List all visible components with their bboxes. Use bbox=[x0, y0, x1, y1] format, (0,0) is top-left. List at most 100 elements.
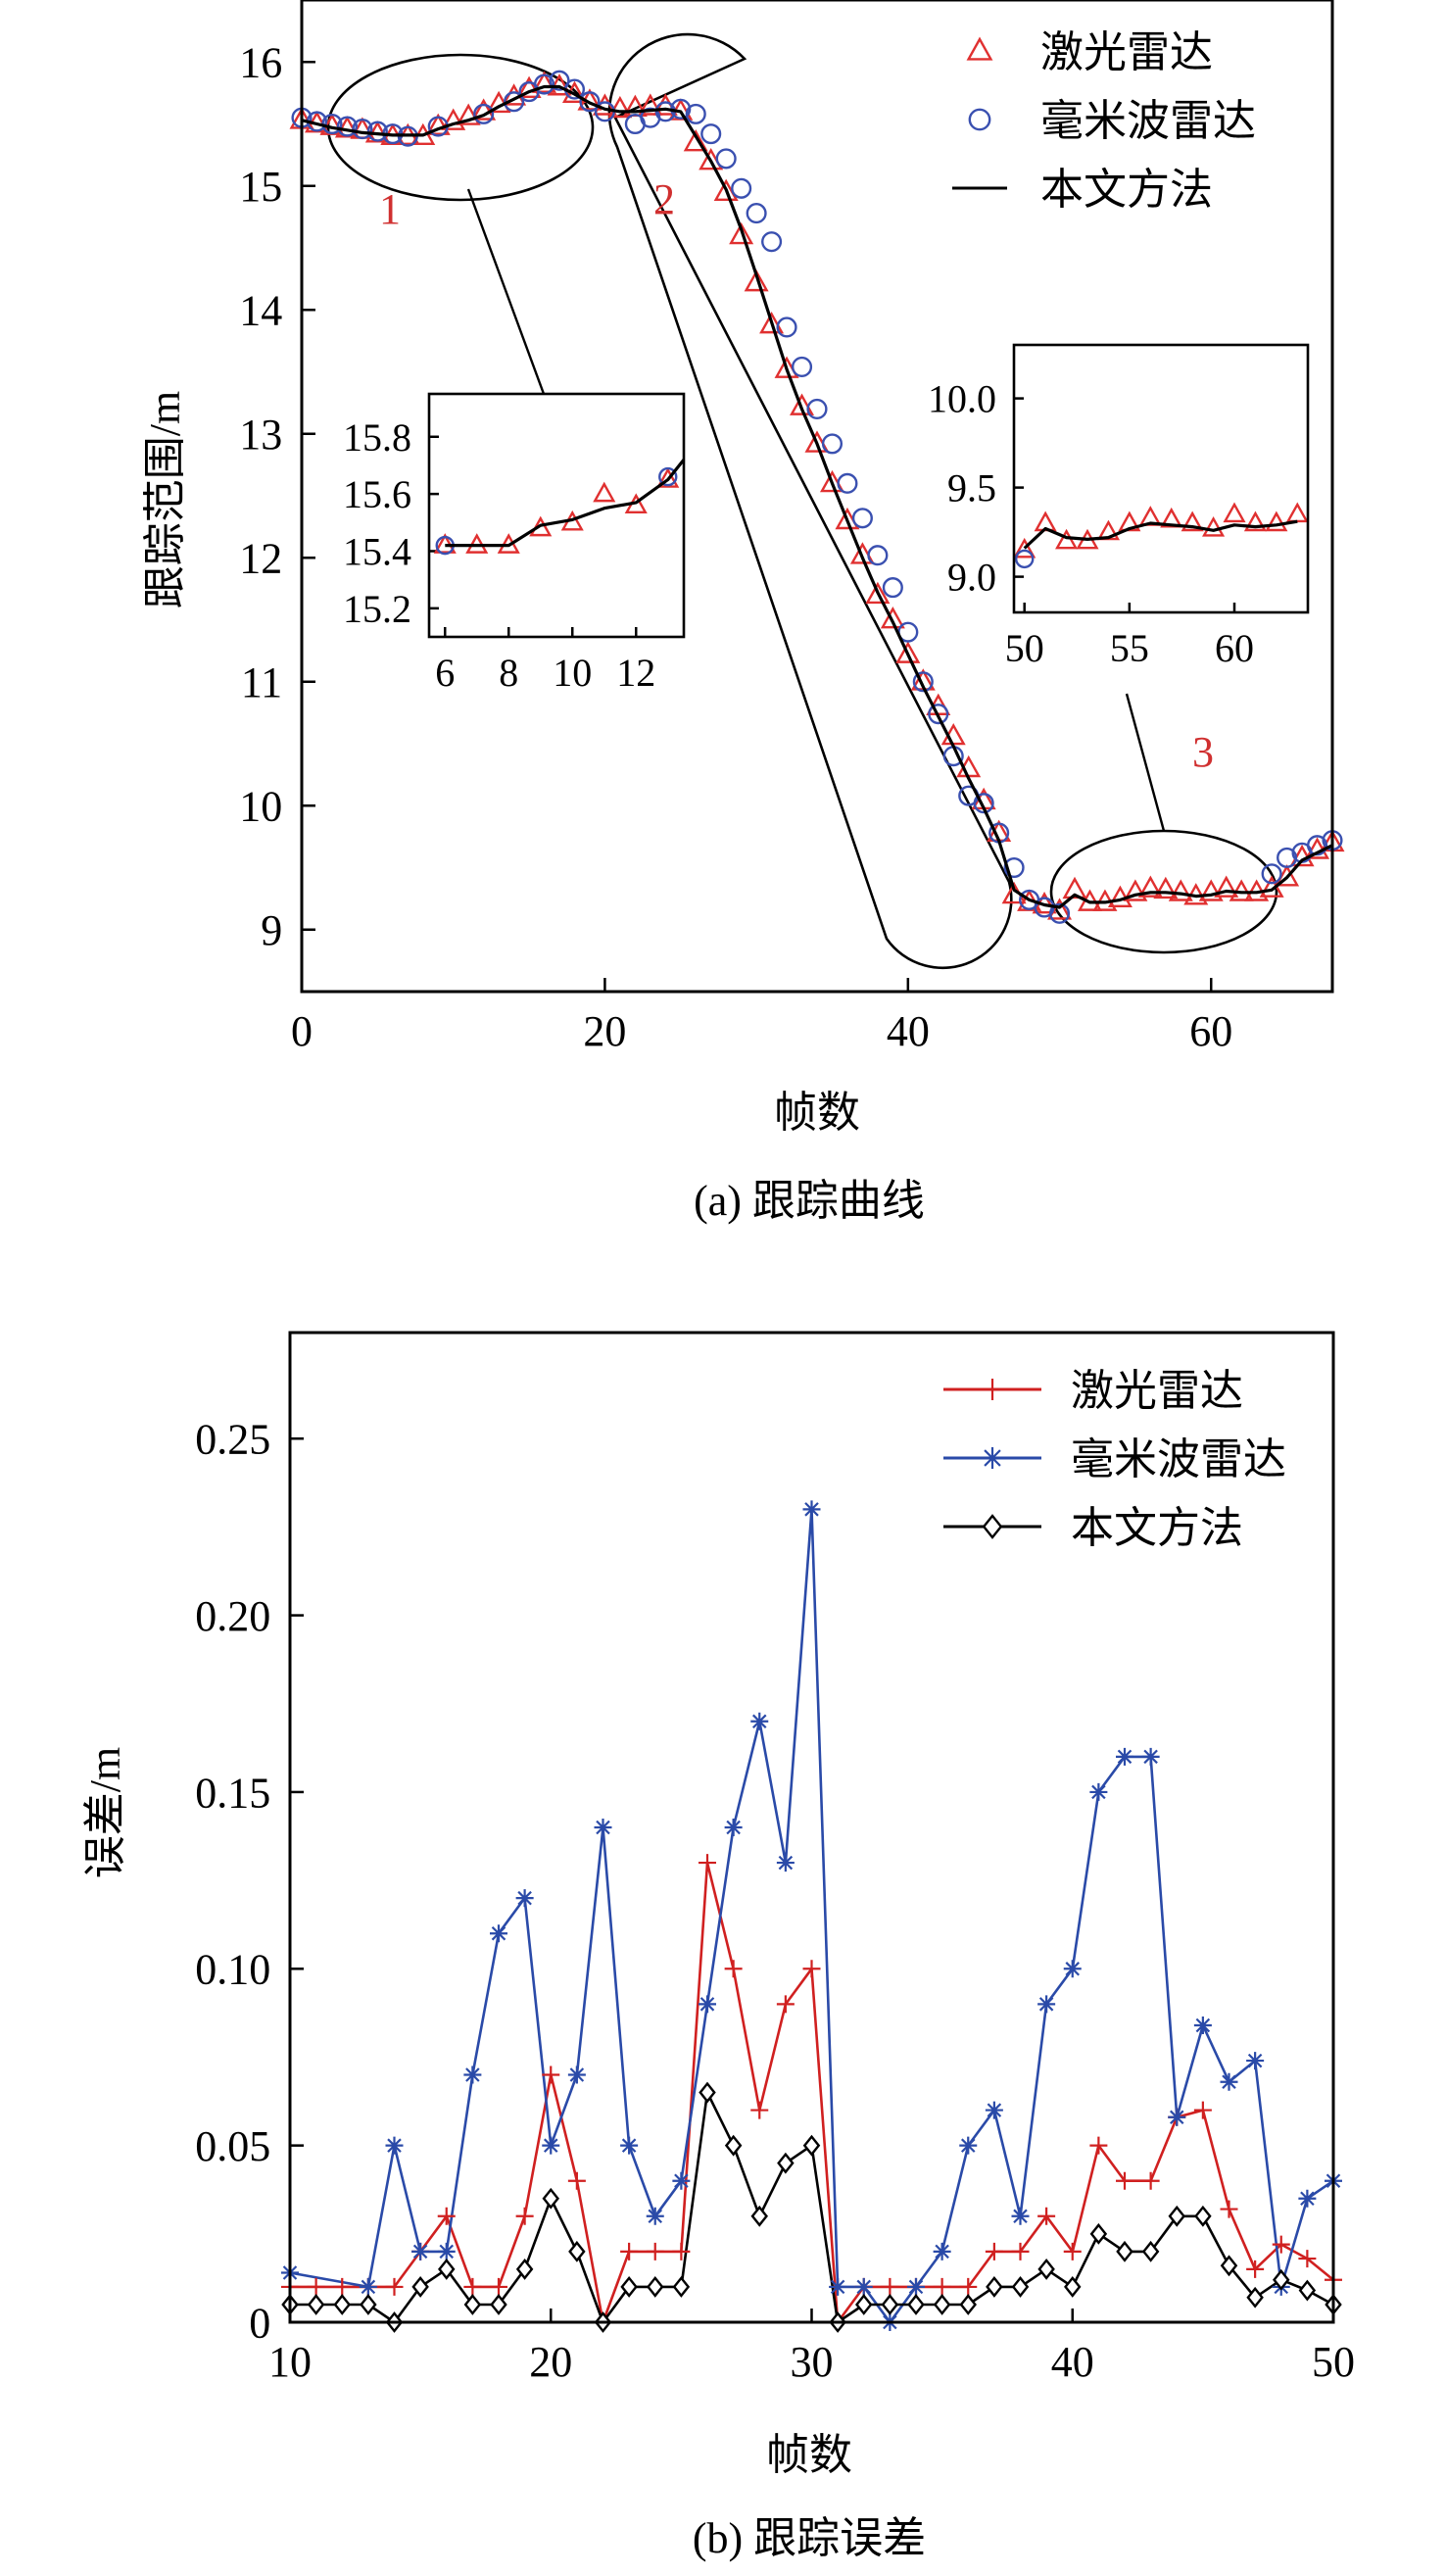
data-point-激光雷达 bbox=[515, 2207, 534, 2225]
data-point-毫米波雷达 bbox=[594, 1819, 612, 1836]
chart-b-y-tick-label: 0.15 bbox=[195, 1769, 270, 1817]
data-point-激光雷达 bbox=[516, 75, 542, 98]
data-point-毫米波雷达 bbox=[882, 577, 903, 599]
data-point-本文方法 bbox=[855, 2294, 873, 2315]
data-point-本文方法 bbox=[1194, 2205, 1212, 2227]
chart-b-y-tick-label: 0.05 bbox=[195, 2122, 270, 2170]
inset-data-point bbox=[658, 466, 678, 487]
data-point-激光雷达 bbox=[1193, 2101, 1212, 2119]
inset-3-y-tick-label: 9.5 bbox=[947, 466, 996, 510]
region-label-2: 2 bbox=[653, 175, 675, 223]
inset-data-point bbox=[1265, 510, 1288, 532]
inset-data-point bbox=[593, 481, 616, 503]
inset-frame bbox=[1012, 343, 1310, 614]
data-point-毫米波雷达 bbox=[791, 356, 813, 377]
region-2-capsule bbox=[607, 32, 1013, 970]
data-point-毫米波雷达 bbox=[867, 545, 889, 566]
data-point-激光雷达 bbox=[744, 268, 769, 292]
data-point-毫米波雷达 bbox=[1168, 2108, 1186, 2126]
data-point-毫米波雷达 bbox=[1116, 1747, 1133, 1766]
data-point-本文方法 bbox=[307, 2294, 325, 2315]
data-point-本文方法 bbox=[1246, 2286, 1264, 2309]
data-point-激光雷达 bbox=[385, 2277, 404, 2296]
data-point-激光雷达 bbox=[776, 1995, 795, 2014]
data-point-激光雷达 bbox=[1062, 876, 1087, 899]
inset-series-line bbox=[445, 459, 686, 548]
chart-a-series bbox=[289, 70, 1345, 924]
data-point-毫米波雷达 bbox=[1193, 2017, 1212, 2034]
data-point-毫米波雷达 bbox=[1048, 902, 1071, 924]
inset-3-y-tick-label: 10.0 bbox=[928, 377, 996, 421]
data-point-激光雷达 bbox=[1089, 2136, 1108, 2155]
inset-1-y-tick-label: 15.6 bbox=[343, 472, 411, 516]
data-point-本文方法 bbox=[1141, 2240, 1160, 2262]
data-point-毫米波雷达 bbox=[685, 103, 706, 124]
chart-a-inset-region-3: 50 55 60 9.0 9.5 10.0 bbox=[928, 343, 1310, 670]
data-point-毫米波雷达 bbox=[802, 1500, 821, 1519]
chart-b-x-tick-label: 50 bbox=[1312, 2338, 1355, 2386]
data-point-激光雷达 bbox=[865, 581, 891, 605]
chart-a-highlight-regions: 1 23 bbox=[326, 32, 1278, 970]
data-point-激光雷达 bbox=[463, 2277, 482, 2296]
data-point-激光雷达 bbox=[638, 93, 663, 116]
data-point-激光雷达 bbox=[880, 607, 905, 629]
data-point-毫米波雷达 bbox=[776, 316, 797, 338]
data-point-本文方法 bbox=[1273, 2268, 1290, 2291]
inset-1-x-tick-label: 12 bbox=[616, 651, 655, 695]
data-point-毫米波雷达 bbox=[385, 2136, 404, 2155]
data-point-毫米波雷达 bbox=[985, 2101, 1003, 2119]
data-point-毫米波雷达 bbox=[366, 121, 388, 142]
data-point-激光雷达 bbox=[1011, 2242, 1030, 2260]
inset-3-y-tick-label: 9.0 bbox=[947, 556, 996, 600]
data-point-激光雷达 bbox=[1220, 2200, 1238, 2218]
chart-a-x-tick-label: 60 bbox=[1189, 1007, 1232, 1055]
data-point-激光雷达 bbox=[1168, 879, 1193, 901]
data-point-激光雷达 bbox=[1246, 2260, 1265, 2278]
legend-marker bbox=[982, 1447, 1003, 1469]
data-point-激光雷达 bbox=[881, 2277, 899, 2296]
inset-data-point bbox=[1285, 502, 1309, 523]
chart-b-y-axis-label: 误差/m bbox=[81, 1747, 129, 1878]
data-point-毫米波雷达 bbox=[359, 2277, 377, 2296]
data-point-本文方法 bbox=[360, 2294, 377, 2315]
data-point-毫米波雷达 bbox=[776, 1854, 795, 1872]
data-point-毫米波雷达 bbox=[1089, 1782, 1108, 1801]
region-3-connector bbox=[1125, 693, 1166, 832]
data-point-激光雷达 bbox=[724, 1960, 743, 1978]
chart-b-series bbox=[281, 1500, 1342, 2333]
data-point-激光雷达 bbox=[1153, 876, 1179, 899]
data-point-本文方法 bbox=[463, 2294, 482, 2315]
data-point-毫米波雷达 bbox=[806, 398, 828, 420]
legend-label: 本文方法 bbox=[1040, 166, 1213, 214]
data-point-激光雷达 bbox=[607, 95, 633, 119]
data-point-毫米波雷达 bbox=[715, 148, 737, 170]
data-point-毫米波雷达 bbox=[933, 2242, 951, 2260]
data-point-毫米波雷达 bbox=[352, 119, 373, 140]
chart-b-ticks: 10 20 30 40 50 0 0.05 0.10 0.15 0.20 0.25 bbox=[195, 1416, 1355, 2386]
data-point-激光雷达 bbox=[1137, 875, 1163, 898]
inset-data-point bbox=[1181, 510, 1204, 532]
chart-b-y-tick-label: 0.20 bbox=[195, 1592, 270, 1640]
data-point-激光雷达 bbox=[441, 108, 466, 130]
data-point-本文方法 bbox=[1037, 2258, 1055, 2280]
chart-a-inset-region-1: 6 8 10 12 15.2 15.4 15.6 15.8 bbox=[343, 392, 686, 695]
series-line-本文方法 bbox=[301, 84, 1333, 909]
data-point-本文方法 bbox=[672, 2276, 691, 2298]
data-point-毫米波雷达 bbox=[504, 91, 525, 113]
data-point-毫米波雷达 bbox=[829, 2277, 847, 2296]
data-point-激光雷达 bbox=[759, 311, 785, 334]
inset-data-point bbox=[1013, 537, 1036, 559]
data-point-毫米波雷达 bbox=[1003, 856, 1025, 879]
data-point-激光雷达 bbox=[1116, 2171, 1133, 2190]
data-point-激光雷达 bbox=[672, 2242, 691, 2260]
chart-a-y-tick-label: 13 bbox=[239, 411, 282, 459]
data-point-毫米波雷达 bbox=[411, 2242, 430, 2260]
data-point-毫米波雷达 bbox=[1011, 2207, 1030, 2225]
chart-b-y-tick-label: 0 bbox=[249, 2299, 270, 2347]
inset-background bbox=[1014, 345, 1308, 612]
inset-data-point bbox=[1243, 510, 1267, 532]
data-point-本文方法 bbox=[1298, 2279, 1317, 2302]
inset-data-point bbox=[1223, 502, 1246, 523]
legend-label: 本文方法 bbox=[1071, 1504, 1243, 1552]
